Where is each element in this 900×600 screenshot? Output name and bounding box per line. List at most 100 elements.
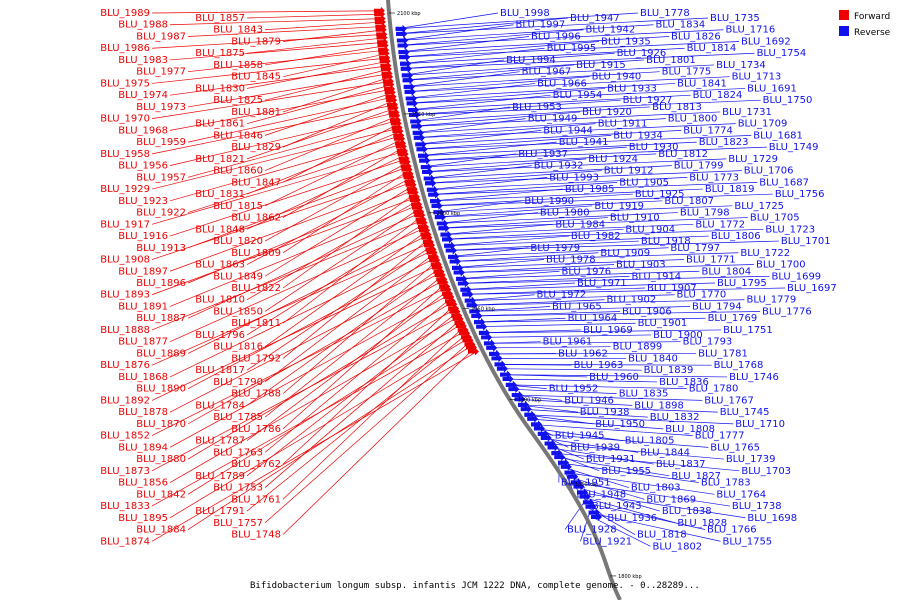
reverse-gene-arrow[interactable] <box>478 328 490 337</box>
gene-label[interactable]: BLU_1979 <box>530 243 580 254</box>
gene-label[interactable]: BLU_1813 <box>652 102 702 113</box>
gene-label[interactable]: BLU_1713 <box>732 72 782 83</box>
reverse-gene-arrow[interactable] <box>491 354 503 363</box>
gene-label[interactable]: BLU_1847 <box>231 177 281 188</box>
gene-label[interactable]: BLU_1748 <box>231 530 281 541</box>
gene-label[interactable]: BLU_1958 <box>100 149 150 160</box>
gene-label[interactable]: BLU_1978 <box>546 255 596 266</box>
reverse-gene-arrow[interactable] <box>520 405 532 414</box>
gene-label[interactable]: BLU_1828 <box>677 518 727 529</box>
gene-label[interactable]: BLU_1839 <box>644 365 694 376</box>
gene-label[interactable]: BLU_1777 <box>695 431 745 442</box>
forward-gene-arrow[interactable] <box>399 157 411 166</box>
gene-label[interactable]: BLU_1815 <box>213 201 263 212</box>
gene-label[interactable]: BLU_1840 <box>628 353 678 364</box>
forward-gene-arrow[interactable] <box>392 127 404 136</box>
gene-label[interactable]: BLU_1977 <box>136 67 186 78</box>
gene-label[interactable]: BLU_1703 <box>741 466 791 477</box>
gene-label[interactable]: BLU_1907 <box>647 283 697 294</box>
gene-label[interactable]: BLU_1951 <box>561 478 611 489</box>
gene-label[interactable]: BLU_1817 <box>195 365 245 376</box>
reverse-gene-arrow[interactable] <box>508 385 520 394</box>
forward-gene-arrow[interactable] <box>426 248 438 257</box>
reverse-gene-arrow[interactable] <box>544 439 556 448</box>
gene-label[interactable]: BLU_1961 <box>543 337 593 348</box>
gene-label[interactable]: BLU_1852 <box>100 431 150 442</box>
gene-label[interactable]: BLU_1987 <box>136 31 186 42</box>
gene-label[interactable]: BLU_1965 <box>552 301 602 312</box>
forward-gene-arrow[interactable] <box>382 72 394 81</box>
gene-label[interactable]: BLU_1952 <box>549 384 599 395</box>
forward-gene-arrow[interactable] <box>449 307 461 316</box>
gene-label[interactable]: BLU_1862 <box>231 213 281 224</box>
reverse-gene-arrow[interactable] <box>438 224 450 233</box>
gene-label[interactable]: BLU_1894 <box>118 442 168 453</box>
gene-label[interactable]: BLU_1825 <box>213 95 263 106</box>
gene-label[interactable]: BLU_1725 <box>734 201 784 212</box>
gene-label[interactable]: BLU_1838 <box>662 506 712 517</box>
reverse-gene-arrow[interactable] <box>471 312 483 321</box>
gene-label[interactable]: BLU_1837 <box>656 459 706 470</box>
gene-label[interactable]: BLU_1962 <box>558 348 608 359</box>
gene-label[interactable]: BLU_1964 <box>568 313 618 324</box>
gene-label[interactable]: BLU_1811 <box>231 318 281 329</box>
gene-label[interactable]: BLU_1780 <box>689 384 739 395</box>
forward-gene-arrow[interactable] <box>446 300 458 309</box>
reverse-gene-arrow[interactable] <box>396 29 408 38</box>
reverse-gene-arrow[interactable] <box>440 230 452 239</box>
gene-label[interactable]: BLU_1823 <box>699 137 749 148</box>
gene-label[interactable]: BLU_1860 <box>213 166 263 177</box>
forward-gene-arrow[interactable] <box>462 336 474 345</box>
gene-label[interactable]: BLU_1900 <box>653 330 703 341</box>
gene-label[interactable]: BLU_1963 <box>574 360 624 371</box>
gene-label[interactable]: BLU_1927 <box>623 95 673 106</box>
gene-label[interactable]: BLU_1787 <box>195 436 245 447</box>
forward-gene-arrow[interactable] <box>383 80 395 89</box>
gene-label[interactable]: BLU_1975 <box>100 78 150 89</box>
gene-label[interactable]: BLU_1821 <box>195 154 245 165</box>
gene-label[interactable]: BLU_1908 <box>100 255 150 266</box>
gene-label[interactable]: BLU_1769 <box>708 313 758 324</box>
gene-label[interactable]: BLU_1765 <box>710 442 760 453</box>
gene-label[interactable]: BLU_1905 <box>619 177 669 188</box>
reverse-gene-arrow[interactable] <box>524 410 536 419</box>
gene-label[interactable]: BLU_1928 <box>567 525 617 536</box>
gene-label[interactable]: BLU_1763 <box>213 447 263 458</box>
gene-label[interactable]: BLU_1869 <box>646 494 696 505</box>
gene-label[interactable]: BLU_1779 <box>747 295 797 306</box>
forward-gene-arrow[interactable] <box>405 180 417 189</box>
gene-label[interactable]: BLU_1902 <box>607 295 657 306</box>
gene-label[interactable]: BLU_1949 <box>528 114 578 125</box>
gene-label[interactable]: BLU_1988 <box>118 20 168 31</box>
reverse-gene-arrow[interactable] <box>502 375 514 384</box>
gene-label[interactable]: BLU_1892 <box>100 395 150 406</box>
gene-label[interactable]: BLU_1931 <box>586 454 636 465</box>
gene-label[interactable]: BLU_1692 <box>741 36 791 47</box>
gene-label[interactable]: BLU_1967 <box>522 67 572 78</box>
gene-label[interactable]: BLU_1857 <box>195 13 245 24</box>
reverse-gene-arrow[interactable] <box>476 322 488 331</box>
gene-label[interactable]: BLU_1826 <box>671 31 721 42</box>
gene-label[interactable]: BLU_1993 <box>549 172 599 183</box>
forward-gene-arrow[interactable] <box>374 17 386 26</box>
reverse-gene-arrow[interactable] <box>453 268 465 277</box>
gene-label[interactable]: BLU_1942 <box>586 25 636 36</box>
reverse-gene-arrow[interactable] <box>419 156 431 165</box>
reverse-gene-arrow[interactable] <box>442 235 454 244</box>
gene-label[interactable]: BLU_1954 <box>553 90 603 101</box>
forward-gene-arrow[interactable] <box>380 64 392 73</box>
gene-label[interactable]: BLU_1771 <box>686 255 736 266</box>
gene-label[interactable]: BLU_1904 <box>625 224 675 235</box>
gene-label[interactable]: BLU_1924 <box>588 154 638 165</box>
reverse-gene-arrow[interactable] <box>462 290 474 299</box>
gene-label[interactable]: BLU_1802 <box>652 541 702 552</box>
reverse-gene-arrow[interactable] <box>423 174 435 183</box>
gene-label[interactable]: BLU_1792 <box>231 353 281 364</box>
gene-label[interactable]: BLU_1976 <box>561 266 611 277</box>
gene-label[interactable]: BLU_1842 <box>136 489 186 500</box>
gene-label[interactable]: BLU_1818 <box>637 530 687 541</box>
gene-label[interactable]: BLU_1757 <box>213 518 263 529</box>
reverse-gene-arrow[interactable] <box>452 263 464 272</box>
gene-label[interactable]: BLU_1822 <box>231 283 281 294</box>
reverse-gene-arrow[interactable] <box>416 145 428 154</box>
